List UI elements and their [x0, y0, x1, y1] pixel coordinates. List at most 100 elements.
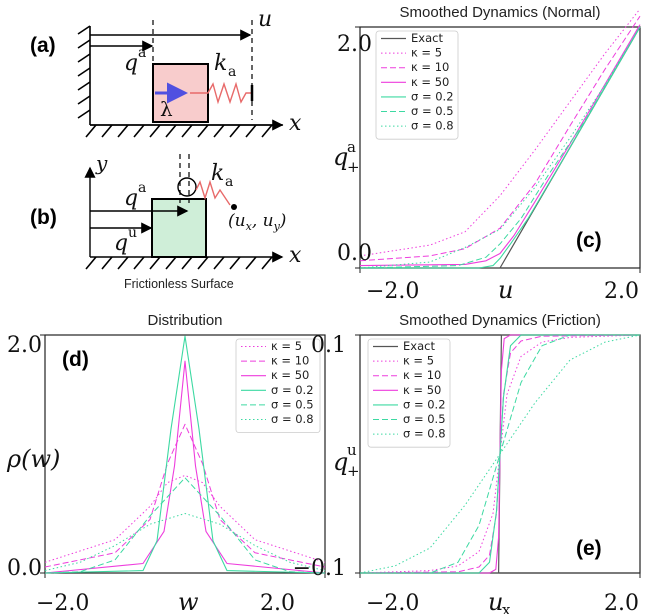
legend-label: σ = 0.2	[411, 89, 454, 103]
x-tick-label: 2.0	[604, 279, 639, 304]
y-axis-label: q	[333, 143, 348, 171]
ka-subscript: a	[228, 64, 236, 80]
series-line	[359, 8, 641, 257]
y-tick-label: 2.0	[337, 32, 372, 57]
lambda-label: λ	[160, 97, 173, 121]
legend-label: σ = 0.5	[403, 412, 446, 426]
legend-box	[235, 338, 321, 433]
y-axis-subscript: +	[347, 462, 360, 480]
series-group	[44, 335, 326, 574]
series-line	[359, 26, 641, 269]
x-axis-label: x	[289, 111, 302, 136]
series-line	[360, 26, 641, 269]
x-tick-label: 2.0	[260, 591, 295, 614]
finger-circle	[177, 177, 197, 197]
y-axis-label: y	[95, 151, 108, 175]
y-tick-label: 0.1	[311, 333, 346, 358]
x-axis-subscript: x	[502, 601, 511, 614]
qu-label: q	[114, 231, 128, 256]
diagram-b-letter: (b)	[30, 206, 57, 229]
y-axis-label: ρ(w)	[6, 445, 60, 473]
ground-hatching-b	[85, 256, 273, 270]
plot-frame	[359, 334, 641, 574]
spring-a	[190, 81, 252, 105]
legend-label: κ = 10	[411, 60, 449, 74]
legend-label: κ = 50	[271, 368, 309, 382]
y-axis-superscript: a	[347, 138, 356, 156]
series-line	[359, 24, 641, 267]
legend-label: κ = 50	[411, 75, 449, 89]
legend-label: κ = 5	[403, 354, 434, 368]
x-tick-label: −2.0	[366, 279, 419, 304]
target-point	[231, 204, 237, 210]
x-axis-label: u	[488, 588, 503, 614]
legend-label: σ = 0.2	[403, 397, 446, 411]
series-line	[44, 360, 326, 574]
legend-box	[367, 338, 451, 448]
legend-label: σ = 0.8	[271, 412, 314, 426]
y-axis-subscript: +	[347, 158, 360, 176]
y-axis-superscript: u	[347, 441, 357, 459]
series-line	[44, 513, 326, 572]
u-label: u	[258, 7, 272, 32]
series-line	[44, 423, 326, 568]
series-group	[359, 334, 641, 574]
x-axis-label-b: x	[289, 243, 302, 268]
legend-label: σ = 0.8	[403, 427, 446, 441]
x-axis-label: w	[178, 588, 199, 614]
legend: κ = 5κ = 10κ = 50σ = 0.2σ = 0.5σ = 0.8	[235, 338, 321, 433]
legend-label: σ = 0.5	[271, 397, 314, 411]
series-line	[359, 334, 641, 574]
chart-panel-c: Smoothed Dynamics (Normal) 0.0 2.0 −2.0 2.0 u…	[333, 4, 641, 304]
legend-label: σ = 0.8	[411, 119, 454, 133]
target-point-label: (ux, uy)	[228, 211, 286, 233]
series-line	[44, 477, 326, 574]
x-tick-label: 2.0	[604, 591, 639, 614]
series-line	[44, 335, 326, 574]
block-b	[151, 198, 207, 258]
x-tick-label: −2.0	[36, 591, 89, 614]
panel-letter: (c)	[576, 229, 602, 252]
panel-letter: (d)	[62, 348, 89, 371]
ka-label: k	[214, 51, 227, 76]
legend-label: Exact	[411, 31, 443, 45]
series-line	[359, 15, 641, 262]
legend-label: Exact	[403, 339, 435, 353]
chart-panel-d: Distribution 0.0 2.0 −2.0 2.0 w ρ(w) κ = 5κ = 1…	[6, 312, 326, 614]
y-tick-label: 2.0	[7, 333, 42, 358]
legend-label: σ = 0.2	[271, 383, 314, 397]
panel-letter: (e)	[576, 537, 602, 560]
qu-superscript: u	[128, 225, 137, 241]
legend-label: κ = 5	[411, 46, 442, 60]
series-line	[44, 474, 326, 563]
chart-title: Distribution	[147, 312, 222, 329]
y-tick-label: 0.0	[7, 556, 42, 581]
diagram-b: (b) y x k a q a q u	[30, 151, 302, 291]
x-tick-label: −2.0	[366, 591, 419, 614]
spring-b	[195, 179, 231, 206]
ka-subscript-b: a	[225, 174, 233, 190]
legend-label: κ = 10	[403, 368, 441, 382]
legend-label: κ = 50	[403, 383, 441, 397]
ground-hatching	[85, 124, 283, 138]
diagram-a: (a) x	[30, 7, 302, 138]
legend-label: κ = 10	[271, 354, 309, 368]
qa-superscript: a	[138, 45, 146, 61]
legend-box	[375, 30, 459, 140]
chart-title: Smoothed Dynamics (Normal)	[400, 4, 601, 21]
y-axis-label: q	[333, 448, 348, 476]
x-axis-label: u	[498, 276, 513, 304]
chart-panel-e: Smoothed Dynamics (Friction) −0.1 0.1 −2.0 2…	[293, 312, 641, 614]
plot-frame	[44, 334, 326, 574]
qa-label-b: q	[124, 186, 138, 211]
series-group	[359, 8, 641, 269]
qa-superscript-b: a	[138, 180, 146, 196]
diagram-a-letter: (a)	[30, 34, 56, 57]
y-tick-label: −0.1	[293, 556, 346, 581]
legend-label: σ = 0.5	[411, 104, 454, 118]
surface-label: Frictionless Surface	[124, 277, 234, 291]
series-line	[359, 26, 641, 269]
